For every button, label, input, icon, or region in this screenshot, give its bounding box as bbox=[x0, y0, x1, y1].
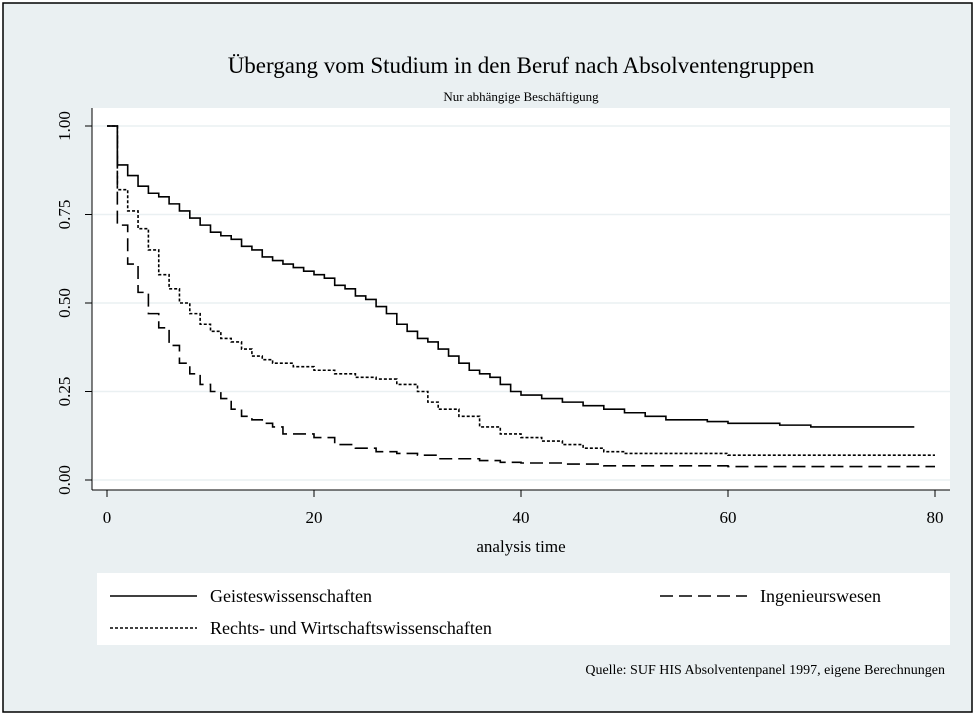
x-tick-label: 40 bbox=[513, 508, 530, 527]
legend-label: Ingenieurswesen bbox=[760, 586, 881, 606]
survival-line bbox=[107, 125, 935, 457]
chart-title: Übergang vom Studium in den Beruf nach A… bbox=[228, 53, 815, 78]
survival-line bbox=[107, 125, 935, 468]
y-tick-label: 0.25 bbox=[55, 377, 74, 407]
x-axis-label: analysis time bbox=[476, 537, 565, 556]
x-tick-label: 60 bbox=[720, 508, 737, 527]
legend-box bbox=[97, 573, 950, 645]
y-tick-label: 1.00 bbox=[55, 111, 74, 141]
note: Quelle: SUF HIS Absolventenpanel 1997, e… bbox=[585, 663, 945, 678]
chart-subtitle: Nur abhängige Beschäftigung bbox=[443, 89, 599, 104]
x-tick-label: 80 bbox=[927, 508, 944, 527]
x-tick-label: 0 bbox=[103, 508, 112, 527]
x-tick-label: 20 bbox=[306, 508, 323, 527]
y-tick-label: 0.75 bbox=[55, 200, 74, 230]
legend-label: Geisteswissenschaften bbox=[210, 586, 372, 606]
y-tick-label: 0.50 bbox=[55, 288, 74, 318]
plot-area bbox=[92, 108, 950, 490]
legend-label: Rechts- und Wirtschaftswissenschaften bbox=[210, 618, 492, 638]
survival-line bbox=[107, 125, 915, 428]
y-tick-label: 0.00 bbox=[55, 465, 74, 495]
